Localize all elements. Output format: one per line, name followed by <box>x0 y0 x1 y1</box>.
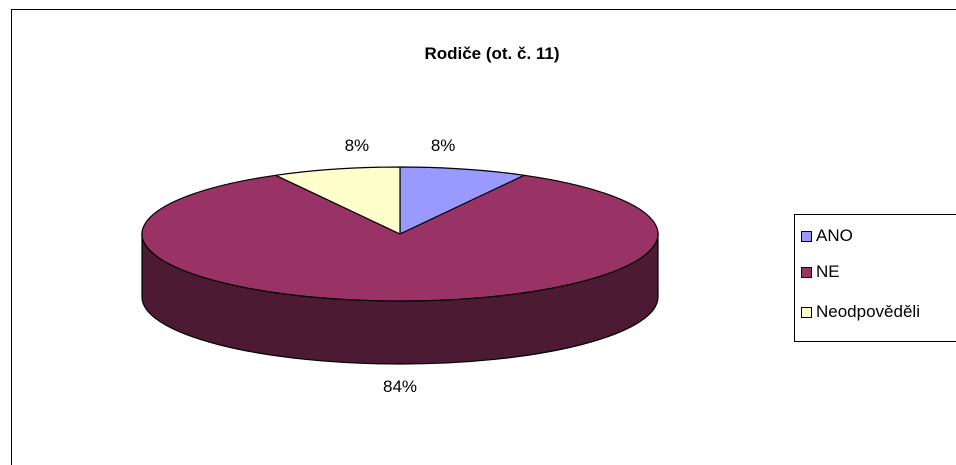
legend-item-ne: NE <box>801 261 840 283</box>
legend-swatch-ano <box>801 230 812 242</box>
legend-item-ano: ANO <box>801 225 853 247</box>
legend-swatch-ne <box>801 266 812 278</box>
pie-slice-ano <box>399 166 525 235</box>
value-label-neodpovedeli: 8% <box>345 136 370 155</box>
legend-label-neodpovedeli: Neodpověděli <box>816 302 920 321</box>
legend-label-ano: ANO <box>816 226 853 245</box>
legend-label-ne: NE <box>816 262 840 281</box>
legend-swatch-neodpovedeli <box>801 306 812 318</box>
value-label-ano: 8% <box>431 136 456 155</box>
chart-frame <box>11 9 956 465</box>
pie-slice-ne <box>141 174 659 302</box>
chart-title: Rodiče (ot. č. 11) <box>424 44 559 63</box>
legend-item-neodpovedeli: Neodpověděli <box>801 301 920 323</box>
value-label-ne: 84% <box>383 377 417 396</box>
legend: ANO NE Neodpověděli <box>794 214 956 342</box>
pie-slice-neodpovedeli <box>275 166 401 235</box>
